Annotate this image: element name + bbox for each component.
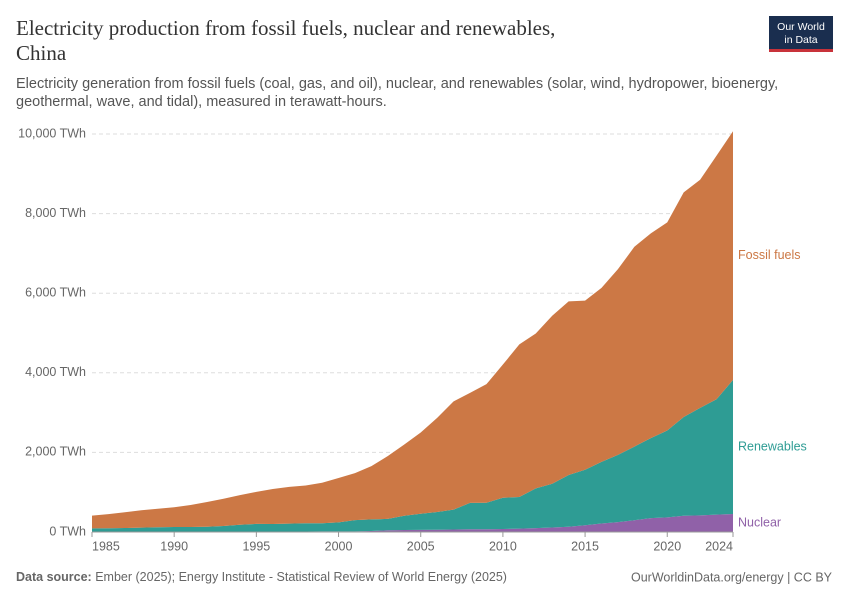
footer-credit: OurWorldinData.org/energy | CC BY [631, 570, 833, 584]
legend-label: Renewables [738, 439, 807, 453]
footer-source: Data source: Ember (2025); Energy Instit… [16, 570, 507, 584]
title-line: China [16, 41, 67, 65]
legend-label: Nuclear [738, 515, 781, 529]
subtitle-line: Electricity generation from fossil fuels… [16, 76, 778, 92]
x-tick-label: 2024 [705, 539, 733, 553]
x-tick-label: 2020 [653, 539, 681, 553]
y-tick-label: 6,000 TWh [25, 285, 86, 299]
source-text: Ember (2025); Energy Institute - Statist… [95, 570, 507, 584]
x-tick-label: 2015 [571, 539, 599, 553]
y-tick-label: 2,000 TWh [25, 445, 86, 459]
chart-title: Electricity production from fossil fuels… [16, 16, 555, 65]
x-tick-label: 1990 [160, 539, 188, 553]
title-line: Electricity production from fossil fuels… [16, 16, 555, 40]
y-tick-label: 4,000 TWh [25, 365, 86, 379]
logo-bar [769, 49, 833, 52]
area [92, 131, 733, 529]
logo-box [769, 16, 833, 52]
area [92, 379, 733, 532]
legend-label: Fossil fuels [738, 248, 801, 262]
x-tick-label: 2000 [325, 539, 353, 553]
x-tick-label: 1985 [92, 539, 120, 553]
source-label: Data source: [16, 570, 92, 584]
x-tick-label: 1995 [242, 539, 270, 553]
subtitle-line: geothermal, wave, and tidal), measured i… [16, 94, 387, 110]
subtitle: Electricity generation from fossil fuels… [16, 76, 778, 110]
x-tick-label: 2005 [407, 539, 435, 553]
x-tick-label: 2010 [489, 539, 517, 553]
y-tick-label: 8,000 TWh [25, 206, 86, 220]
logo-text: Our World [777, 21, 825, 33]
logo-text: in Data [784, 34, 817, 46]
y-tick-label: 0 TWh [49, 524, 86, 538]
area [92, 514, 733, 532]
y-tick-label: 10,000 TWh [18, 126, 86, 140]
